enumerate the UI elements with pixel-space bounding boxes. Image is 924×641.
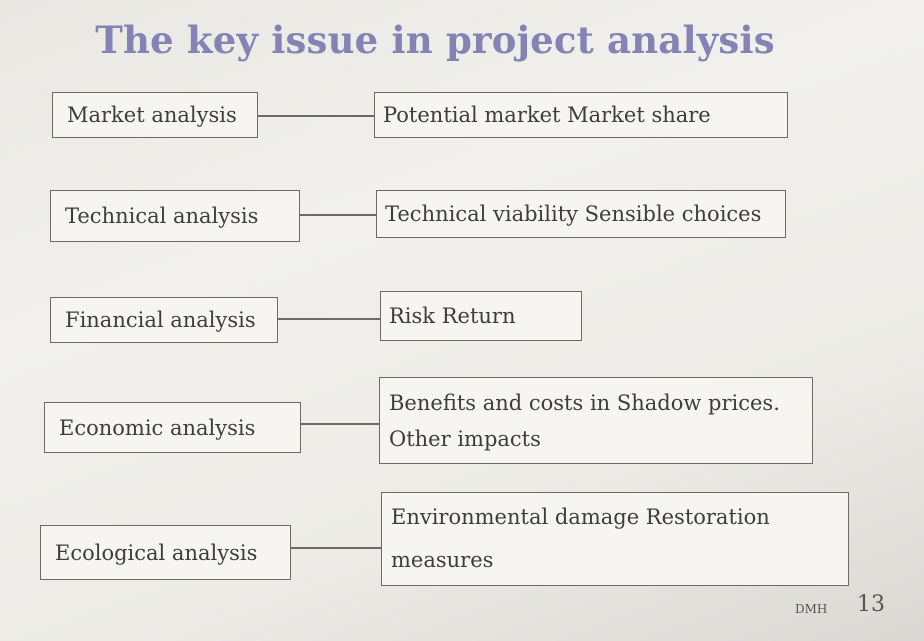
financial-analysis-box: Financial analysis: [50, 297, 278, 343]
slide-title: The key issue in project analysis: [95, 18, 775, 62]
market-detail-text: Potential market Market share: [383, 103, 711, 127]
ecological-detail-line-2: measures: [391, 548, 494, 572]
economic-detail-line-2: Other impacts: [389, 426, 541, 451]
financial-connector: [278, 318, 380, 320]
technical-detail-text: Technical viability Sensible choices: [385, 202, 762, 226]
economic-connector: [301, 423, 379, 425]
ecological-analysis-box: Ecological analysis: [40, 525, 291, 580]
technical-connector: [300, 214, 376, 216]
market-analysis-label: Market analysis: [67, 103, 237, 127]
ecological-detail-box: Environmental damage Restoration measure…: [381, 492, 849, 586]
ecological-detail-line-1: Environmental damage Restoration: [391, 505, 770, 529]
footer-author: DMH: [795, 602, 828, 616]
technical-analysis-label: Technical analysis: [65, 204, 259, 228]
market-analysis-box: Market analysis: [52, 92, 258, 138]
ecological-connector: [291, 547, 381, 549]
economic-analysis-box: Economic analysis: [44, 402, 301, 453]
technical-detail-box: Technical viability Sensible choices: [376, 190, 786, 238]
financial-analysis-label: Financial analysis: [65, 308, 256, 332]
market-connector: [258, 115, 374, 117]
economic-analysis-label: Economic analysis: [59, 415, 256, 440]
financial-detail-text: Risk Return: [389, 304, 516, 328]
economic-detail-box: Benefits and costs in Shadow prices. Oth…: [379, 377, 813, 464]
page-number: 13: [857, 592, 885, 617]
financial-detail-box: Risk Return: [380, 291, 582, 341]
economic-detail-line-1: Benefits and costs in Shadow prices.: [389, 390, 780, 415]
technical-analysis-box: Technical analysis: [50, 190, 300, 242]
ecological-analysis-label: Ecological analysis: [55, 540, 258, 565]
market-detail-box: Potential market Market share: [374, 92, 788, 138]
